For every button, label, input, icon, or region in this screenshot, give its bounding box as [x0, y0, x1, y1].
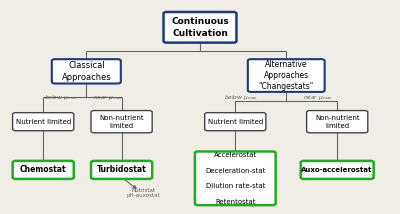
FancyBboxPatch shape: [91, 111, 152, 133]
FancyBboxPatch shape: [301, 161, 374, 179]
Text: near μ$_{max}$: near μ$_{max}$: [93, 93, 123, 102]
Text: Turbidostat: Turbidostat: [97, 165, 146, 174]
Text: Nutristat
pH-auxostat: Nutristat pH-auxostat: [126, 188, 160, 198]
Text: Chemostat: Chemostat: [20, 165, 66, 174]
Text: Non-nutrient
limited: Non-nutrient limited: [99, 115, 144, 129]
Text: Nutrient limited: Nutrient limited: [16, 119, 71, 125]
Text: Continuous
Cultivation: Continuous Cultivation: [171, 17, 229, 37]
FancyBboxPatch shape: [164, 12, 236, 43]
Text: near μ$_{max}$: near μ$_{max}$: [302, 93, 333, 102]
FancyBboxPatch shape: [52, 59, 121, 83]
FancyBboxPatch shape: [248, 59, 325, 92]
FancyBboxPatch shape: [13, 161, 74, 179]
FancyBboxPatch shape: [91, 161, 152, 179]
Text: Classical
Approaches: Classical Approaches: [62, 61, 111, 82]
FancyBboxPatch shape: [13, 113, 74, 131]
Text: below μ$_{max}$: below μ$_{max}$: [44, 93, 78, 102]
FancyBboxPatch shape: [195, 152, 276, 205]
Text: Auxo-accelerostat: Auxo-accelerostat: [302, 167, 373, 173]
FancyBboxPatch shape: [205, 113, 266, 131]
Text: Nutrient limited: Nutrient limited: [208, 119, 263, 125]
FancyBboxPatch shape: [307, 111, 368, 133]
Text: Non-nutrient
limited: Non-nutrient limited: [315, 115, 360, 129]
Text: Accelerostat

Deceleration-stat

Dilution rate-stat

Retentostat: Accelerostat Deceleration-stat Dilution …: [205, 152, 266, 205]
Text: below μ$_{max}$: below μ$_{max}$: [224, 93, 258, 102]
Text: Alternative
Approaches
"Changestats": Alternative Approaches "Changestats": [259, 59, 314, 92]
